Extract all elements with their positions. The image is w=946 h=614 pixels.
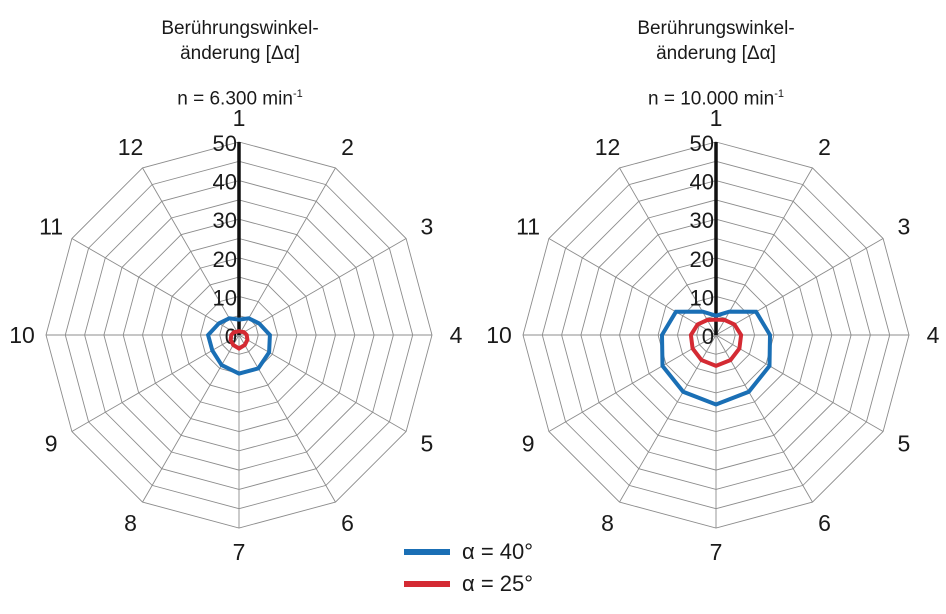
legend-swatch-blue (404, 549, 450, 555)
right-category-label-4: 4 (927, 322, 940, 348)
right-category-label-2: 2 (818, 134, 831, 160)
right-category-label-1: 1 (710, 105, 723, 131)
left-tick-label-40: 40 (213, 170, 237, 195)
left-spoke-5 (238, 334, 407, 432)
right-chart-subtitle-text: n = 10.000 min (647, 88, 775, 110)
left-chart-subtitle: n = 6.300 min-1 (110, 88, 370, 110)
left-series-alpha-25 (228, 329, 250, 351)
left-spoke-6 (238, 334, 336, 503)
right-tick-label-10: 10 (690, 285, 714, 310)
right-tick-label-30: 30 (690, 208, 714, 233)
left-tick-label-30: 30 (213, 208, 237, 233)
left-tick-label-10: 10 (213, 285, 237, 310)
left-chart-subtitle-sup: -1 (292, 88, 303, 100)
right-spoke-12 (619, 167, 717, 336)
right-spoke-5 (715, 334, 884, 432)
right-category-label-9: 9 (522, 431, 535, 457)
right-category-label-12: 12 (595, 134, 621, 160)
legend-item-alpha-40: α = 40° (404, 536, 533, 568)
right-spoke-2 (715, 167, 813, 336)
right-spoke-11 (548, 238, 717, 336)
legend: α = 40° α = 25° (404, 536, 533, 600)
legend-swatch-red (404, 581, 450, 587)
right-spoke-8 (619, 334, 717, 503)
right-tick-label-40: 40 (690, 170, 714, 195)
left-series-alpha-40 (205, 316, 272, 376)
legend-item-alpha-25: α = 25° (404, 568, 533, 600)
left-spoke-2 (238, 167, 336, 336)
left-category-label-11: 11 (39, 214, 63, 240)
left-chart-title-line1: Berührungswinkel- (161, 18, 319, 39)
left-category-label-3: 3 (421, 214, 434, 240)
left-category-label-12: 12 (118, 134, 144, 160)
left-category-label-7: 7 (233, 539, 246, 565)
left-spoke-11 (71, 238, 240, 336)
left-chart-title-line2: änderung [Δα] (180, 43, 300, 64)
right-spoke-9 (548, 334, 717, 432)
right-chart-subtitle-sup: -1 (774, 88, 784, 100)
legend-label-alpha-40: α = 40° (462, 539, 534, 564)
left-chart-title: Berührungswinkel- änderung [Δα] (110, 16, 370, 66)
right-tick-label-0: 0 (702, 324, 714, 349)
right-spoke-3 (715, 238, 884, 336)
right-category-label-7: 7 (710, 539, 723, 565)
left-spoke-3 (238, 238, 407, 336)
left-spoke-12 (142, 167, 240, 336)
right-category-label-3: 3 (898, 214, 911, 240)
right-series-alpha-25 (688, 317, 744, 369)
right-category-label-10: 10 (486, 322, 512, 348)
left-category-label-9: 9 (45, 431, 58, 457)
left-category-label-5: 5 (421, 431, 434, 457)
right-tick-label-50: 50 (690, 131, 714, 156)
left-tick-label-50: 50 (213, 131, 237, 156)
left-chart-subtitle-text: n = 6.300 min (177, 88, 293, 110)
left-category-label-4: 4 (450, 322, 463, 348)
left-category-label-10: 10 (9, 322, 35, 348)
right-chart-title-line2: änderung [Δα] (656, 43, 776, 64)
legend-label-alpha-25: α = 25° (462, 571, 534, 596)
right-category-label-11: 11 (516, 214, 540, 240)
left-category-label-6: 6 (341, 510, 354, 536)
right-category-label-8: 8 (601, 510, 614, 536)
right-chart-title: Berührungswinkel- änderung [Δα] (586, 16, 846, 66)
right-category-label-5: 5 (898, 431, 911, 457)
left-spoke-8 (142, 334, 240, 503)
right-chart-subtitle: n = 10.000 min-1 (586, 88, 846, 110)
left-tick-label-20: 20 (213, 247, 237, 272)
right-series-alpha-40 (659, 309, 773, 407)
left-category-label-8: 8 (124, 510, 137, 536)
left-category-label-1: 1 (233, 105, 246, 131)
right-spoke-6 (715, 334, 813, 503)
right-tick-label-20: 20 (690, 247, 714, 272)
left-category-label-2: 2 (341, 134, 354, 160)
right-category-label-6: 6 (818, 510, 831, 536)
right-chart-title-line1: Berührungswinkel- (637, 18, 795, 39)
